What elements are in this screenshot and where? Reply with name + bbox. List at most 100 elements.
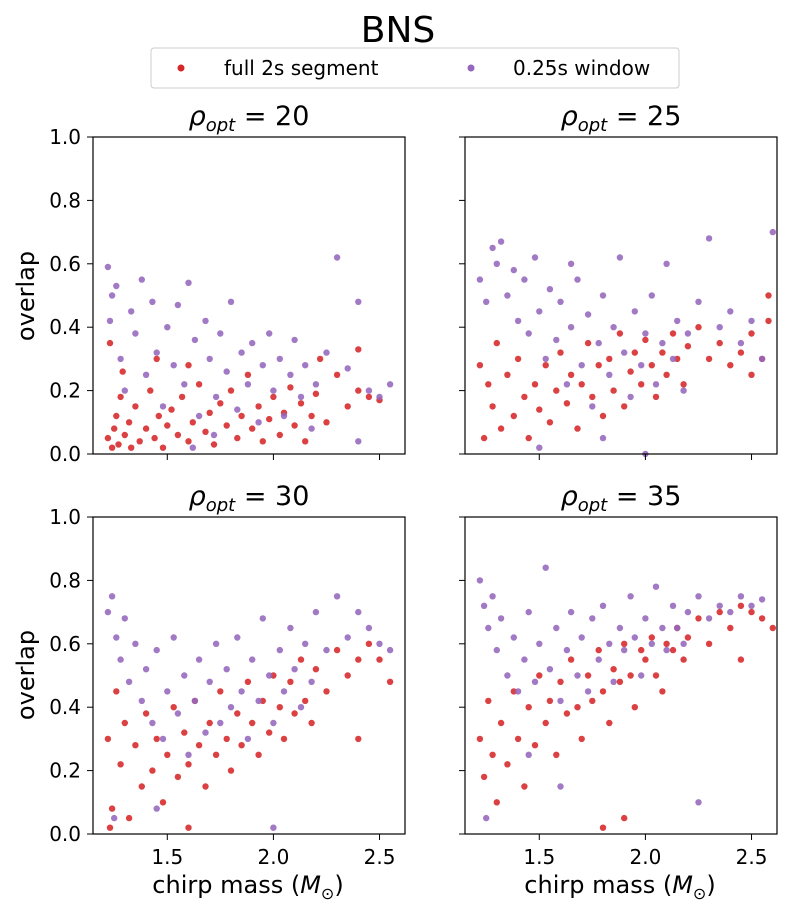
scatter-point xyxy=(153,349,160,356)
scatter-point xyxy=(287,384,294,391)
scatter-point xyxy=(168,406,175,413)
scatter-point xyxy=(557,697,564,705)
scatter-point xyxy=(159,403,167,410)
scatter-point xyxy=(212,751,220,758)
scatter-point xyxy=(748,602,755,609)
scatter-point xyxy=(128,308,135,315)
scatter-point xyxy=(149,767,156,774)
scatter-point xyxy=(610,678,617,685)
scatter-point xyxy=(525,434,532,442)
scatter-point xyxy=(536,640,543,647)
scatter-point xyxy=(493,260,500,267)
scatter-point xyxy=(595,339,602,347)
subplot-title-symbol: ρ xyxy=(561,101,578,132)
scatter-point xyxy=(227,387,235,394)
scatter-point xyxy=(174,301,182,309)
scatter-point xyxy=(497,615,505,622)
scatter-point xyxy=(238,742,245,749)
scatter-point xyxy=(344,672,351,679)
scatter-point xyxy=(606,355,613,363)
scatter-point xyxy=(344,634,351,641)
scatter-point xyxy=(104,608,112,616)
scatter-point xyxy=(270,824,277,831)
scatter-point xyxy=(297,656,305,663)
scatter-point xyxy=(174,431,182,439)
scatter-point xyxy=(536,672,543,679)
scatter-point xyxy=(599,602,607,609)
scatter-point xyxy=(669,646,677,654)
scatter-point xyxy=(695,298,702,305)
scatter-point xyxy=(238,412,245,420)
scatter-point xyxy=(659,339,666,347)
scatter-point xyxy=(234,634,241,641)
scatter-point xyxy=(153,805,160,812)
scatter-point xyxy=(259,615,266,622)
scatter-point xyxy=(531,678,539,685)
scatter-point xyxy=(266,330,273,337)
subplot-title-value: = 30 xyxy=(235,481,309,512)
scatter-point xyxy=(648,634,655,641)
scatter-point xyxy=(185,751,192,758)
scatter-point xyxy=(113,688,120,695)
scatter-point xyxy=(531,742,539,749)
scatter-point xyxy=(616,254,624,261)
scatter-point xyxy=(652,672,660,679)
scatter-point xyxy=(674,624,681,632)
legend-frame xyxy=(150,47,680,89)
series-0 xyxy=(104,640,394,831)
scatter-point xyxy=(652,583,660,590)
scatter-point xyxy=(170,362,177,369)
scatter-point xyxy=(553,387,560,394)
scatter-point xyxy=(748,330,755,337)
scatter-point xyxy=(234,434,241,442)
scatter-point xyxy=(684,330,692,337)
scatter-point xyxy=(106,317,114,325)
scatter-point xyxy=(497,719,505,727)
scatter-point xyxy=(476,577,484,584)
scatter-point xyxy=(574,672,581,679)
scatter-point xyxy=(181,729,188,736)
scatter-point xyxy=(142,710,150,717)
scatter-point xyxy=(191,697,199,705)
scatter-point xyxy=(680,640,687,647)
scatter-point xyxy=(578,735,585,743)
subplot-title-subscript: opt xyxy=(206,495,236,516)
scatter-point xyxy=(376,656,383,663)
plot-frame xyxy=(92,516,406,835)
scatter-point xyxy=(483,298,490,305)
y-tick-label: 0.0 xyxy=(49,822,81,846)
scatter-point xyxy=(483,814,490,822)
scatter-point xyxy=(244,381,252,388)
scatter-point xyxy=(546,666,554,673)
scatter-point xyxy=(104,263,112,271)
scatter-point xyxy=(674,317,681,325)
scatter-point xyxy=(737,349,745,356)
scatter-point xyxy=(606,640,613,647)
y-tick-label: 0.2 xyxy=(49,759,81,783)
y-tick-label: 0.4 xyxy=(49,315,81,339)
ylabel-bottom: overlap xyxy=(12,630,40,720)
scatter-point xyxy=(195,412,203,420)
scatter-point xyxy=(574,704,581,711)
scatter-point xyxy=(333,254,341,261)
scatter-point xyxy=(621,814,628,822)
scatter-point xyxy=(104,434,112,442)
scatter-point xyxy=(504,371,511,378)
legend-marker-window xyxy=(467,64,475,72)
scatter-point xyxy=(297,704,305,711)
xlabel-right: chirp mass (M⊙) xyxy=(524,871,715,903)
scatter-point xyxy=(648,640,655,647)
scatter-point xyxy=(312,390,320,397)
scatter-point xyxy=(115,441,122,448)
scatter-point xyxy=(355,298,362,305)
scatter-point xyxy=(638,646,645,654)
scatter-point xyxy=(737,656,745,663)
scatter-point xyxy=(621,646,628,654)
scatter-point xyxy=(164,324,171,331)
scatter-point xyxy=(514,735,522,743)
scatter-point xyxy=(206,678,213,685)
scatter-point xyxy=(195,742,203,749)
scatter-point xyxy=(578,634,585,641)
scatter-point xyxy=(136,438,143,445)
subplot-title-value: = 20 xyxy=(235,101,309,132)
